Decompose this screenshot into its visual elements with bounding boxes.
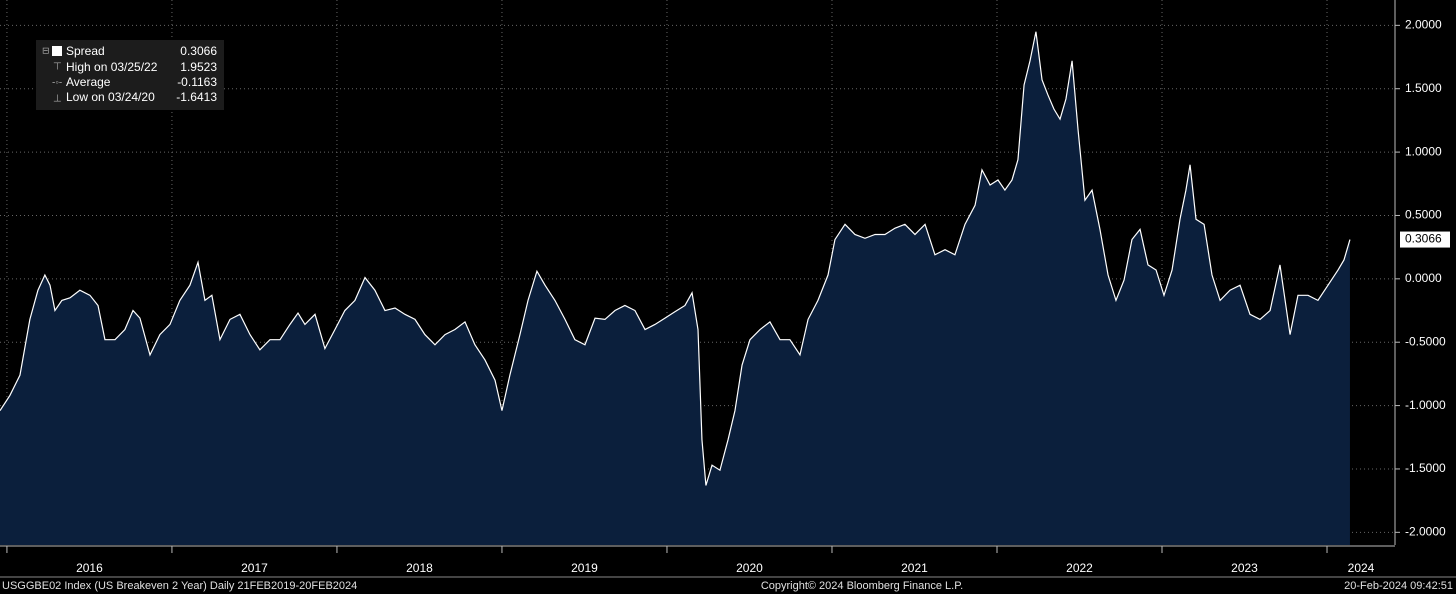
last-value-label: 0.3066 [1405, 232, 1442, 246]
legend-low-value: -1.6413 [176, 90, 217, 104]
x-tick-label: 2016 [76, 561, 103, 575]
x-tick-label: 2019 [571, 561, 598, 575]
legend-icon: ⊟ [42, 45, 50, 55]
legend-name: Spread [66, 44, 105, 58]
x-tick-label: 2020 [736, 561, 763, 575]
y-tick-label: 0.0000 [1405, 271, 1442, 285]
footer-left: USGGBE02 Index (US Breakeven 2 Year) Dai… [2, 580, 357, 592]
legend-swatch [52, 46, 62, 56]
legend-high-label: High on 03/25/22 [66, 60, 158, 74]
y-tick-label: 1.0000 [1405, 144, 1442, 158]
x-tick-label: 2023 [1231, 561, 1258, 575]
legend-low-label: Low on 03/24/20 [66, 90, 155, 104]
legend-box [36, 40, 224, 110]
legend-value: 0.3066 [180, 44, 217, 58]
legend-icon: -◦- [52, 78, 62, 89]
x-tick-label: 2024 [1348, 561, 1375, 575]
legend-average-label: Average [66, 75, 111, 89]
legend-average-value: -0.1163 [177, 75, 217, 89]
footer-right: 20-Feb-2024 09:42:51 [1344, 580, 1453, 592]
y-tick-label: 1.5000 [1405, 81, 1442, 95]
y-tick-label: -1.0000 [1405, 398, 1446, 412]
x-tick-label: 2021 [901, 561, 928, 575]
area-fill [0, 31, 1350, 545]
line [0, 31, 1351, 486]
last-value-box [1400, 231, 1450, 248]
x-tick-label: 2022 [1066, 561, 1093, 575]
legend-icon: ⊥ [53, 94, 62, 105]
y-tick-label: -2.0000 [1405, 524, 1446, 538]
plot-area [0, 0, 1395, 545]
y-tick-label: -1.5000 [1405, 461, 1446, 475]
legend-high-value: 1.9523 [180, 60, 217, 74]
footer-center: Copyright© 2024 Bloomberg Finance L.P. [761, 580, 963, 592]
legend-icon: ⊤ [53, 62, 62, 73]
x-tick-label: 2018 [406, 561, 433, 575]
y-tick-label: 0.5000 [1405, 208, 1442, 222]
x-tick-label: 2017 [241, 561, 268, 575]
y-tick-label: 2.0000 [1405, 18, 1442, 32]
y-tick-label: -0.5000 [1405, 334, 1446, 348]
